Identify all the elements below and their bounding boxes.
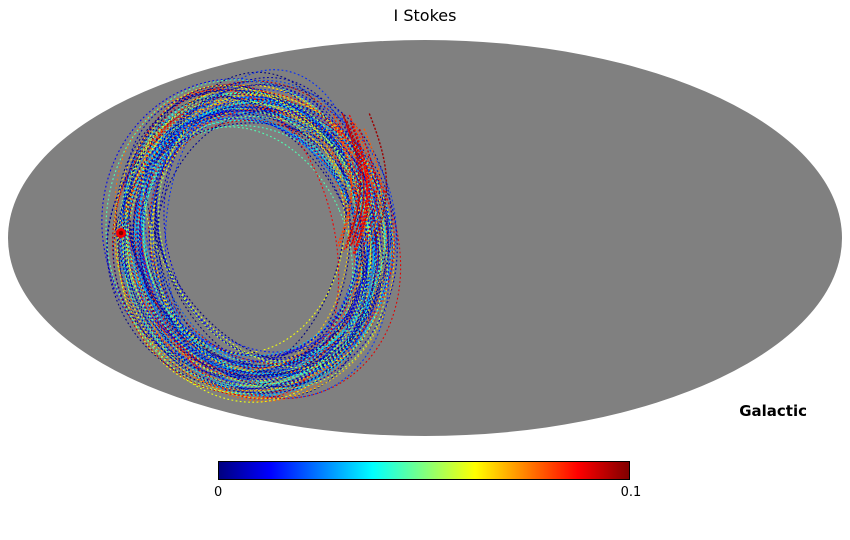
mollweide-ellipse bbox=[8, 40, 842, 436]
scan-pattern bbox=[101, 69, 402, 403]
colorbar bbox=[218, 461, 630, 480]
coordinate-system-label: Galactic bbox=[739, 402, 807, 420]
plot-title: I Stokes bbox=[393, 6, 457, 25]
colorbar-min-label: 0 bbox=[214, 485, 223, 500]
colorbar-max-label: 0.1 bbox=[620, 485, 642, 500]
